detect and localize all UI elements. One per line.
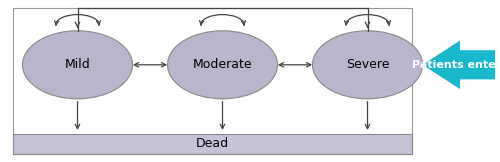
Ellipse shape	[168, 31, 278, 99]
Text: Moderate: Moderate	[192, 58, 252, 71]
Text: Patients enter model: Patients enter model	[412, 60, 500, 70]
Ellipse shape	[312, 31, 422, 99]
Text: Severe: Severe	[346, 58, 389, 71]
Text: Mild: Mild	[64, 58, 90, 71]
Bar	[12, 134, 412, 154]
Ellipse shape	[22, 31, 132, 99]
Bar	[12, 8, 412, 154]
FancyArrow shape	[422, 40, 495, 89]
Text: Dead: Dead	[196, 137, 229, 150]
